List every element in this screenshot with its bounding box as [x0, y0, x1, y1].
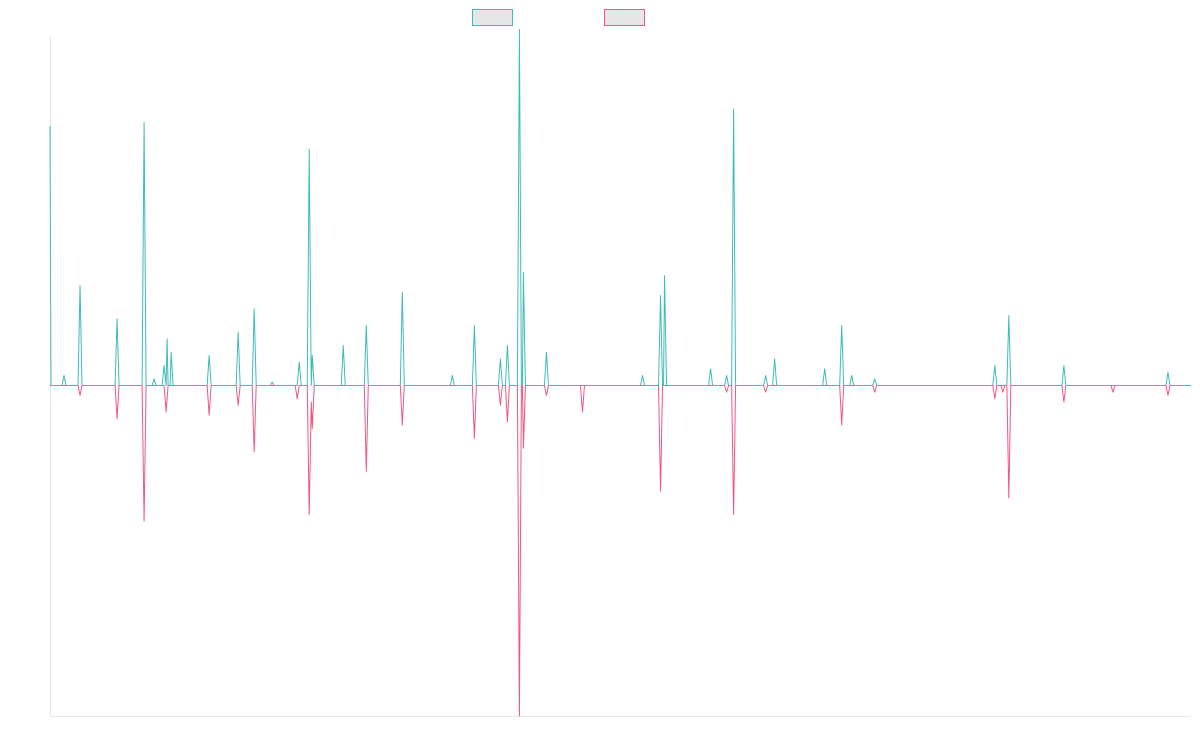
series-line-down	[50, 385, 1191, 717]
legend-swatch-1[interactable]	[472, 9, 513, 26]
series-layer	[49, 28, 1191, 717]
legend-swatch-2[interactable]	[604, 9, 645, 26]
legend	[472, 9, 645, 26]
series-line-up	[49, 28, 1191, 386]
